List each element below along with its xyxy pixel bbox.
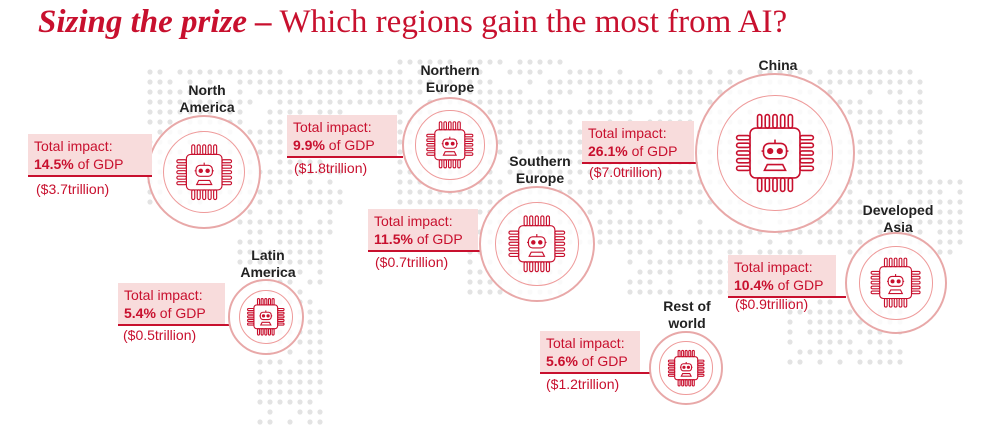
impact-pct: 5.6% bbox=[546, 353, 578, 369]
title-rest: Which regions gain the most from AI? bbox=[271, 4, 788, 40]
title-bold: Sizing the prize – bbox=[38, 4, 272, 40]
impact-pct: 5.4% bbox=[124, 305, 156, 321]
impact-value: 14.5% of GDP bbox=[34, 155, 144, 173]
southern-europe-impact-box: Total impact: 11.5% of GDP bbox=[368, 209, 478, 252]
southern-europe-bubble bbox=[479, 186, 595, 302]
latin-america-impact-box: Total impact: 5.4% of GDP bbox=[118, 283, 225, 326]
rest-of-world-name: Rest of world bbox=[663, 298, 711, 331]
north-america-name: North America bbox=[179, 82, 235, 115]
impact-value: 9.9% of GDP bbox=[293, 136, 389, 154]
impact-pct: 26.1% bbox=[588, 143, 628, 159]
latin-america-trillion: ($0.5trillion) bbox=[123, 327, 197, 343]
impact-pct: 9.9% bbox=[293, 137, 325, 153]
impact-value: 26.1% of GDP bbox=[588, 142, 686, 160]
page-title: Sizing the prize – Which regions gain th… bbox=[38, 4, 787, 41]
north-america-bubble bbox=[147, 115, 261, 229]
rest-of-world-trillion: ($1.2trillion) bbox=[546, 376, 620, 392]
developed-asia-name: Developed Asia bbox=[862, 202, 934, 235]
developed-asia-inner-ring bbox=[859, 246, 933, 320]
impact-pct: 14.5% bbox=[34, 156, 74, 172]
northern-europe-name: Northern Europe bbox=[420, 62, 480, 95]
china-inner-ring bbox=[717, 95, 833, 211]
impact-value: 10.4% of GDP bbox=[734, 276, 828, 294]
impact-value: 5.4% of GDP bbox=[124, 304, 217, 322]
impact-of-gdp: of GDP bbox=[773, 277, 824, 293]
impact-label: Total impact: bbox=[34, 138, 113, 154]
developed-asia-trillion: ($0.9trillion) bbox=[735, 296, 809, 312]
china-name: China bbox=[758, 57, 798, 73]
north-america-impact-box: Total impact: 14.5% of GDP bbox=[28, 134, 152, 177]
latin-america-name: Latin America bbox=[240, 247, 296, 280]
north-america-inner-ring bbox=[162, 130, 246, 214]
china-bubble bbox=[695, 73, 855, 233]
impact-label: Total impact: bbox=[293, 119, 372, 135]
southern-europe-trillion: ($0.7trillion) bbox=[375, 254, 449, 270]
rest-of-world-impact-box: Total impact: 5.6% of GDP bbox=[540, 331, 640, 374]
impact-of-gdp: of GDP bbox=[155, 305, 206, 321]
latin-america-inner-ring bbox=[238, 289, 294, 345]
southern-europe-name: Southern Europe bbox=[509, 153, 571, 186]
impact-label: Total impact: bbox=[374, 213, 453, 229]
impact-label: Total impact: bbox=[734, 259, 813, 275]
china-trillion: ($7.0trillion) bbox=[589, 164, 663, 180]
developed-asia-bubble bbox=[845, 232, 947, 334]
china-impact-box: Total impact: 26.1% of GDP bbox=[582, 121, 694, 164]
north-america-trillion: ($3.7trillion) bbox=[36, 181, 110, 197]
developed-asia-impact-box: Total impact: 10.4% of GDP bbox=[728, 255, 836, 298]
impact-of-gdp: of GDP bbox=[627, 143, 678, 159]
northern-europe-impact-box: Total impact: 9.9% of GDP bbox=[287, 115, 397, 158]
impact-label: Total impact: bbox=[124, 287, 203, 303]
impact-label: Total impact: bbox=[546, 335, 625, 351]
impact-of-gdp: of GDP bbox=[577, 353, 628, 369]
rest-of-world-inner-ring bbox=[659, 341, 713, 395]
impact-pct: 11.5% bbox=[374, 231, 413, 247]
impact-of-gdp: of GDP bbox=[324, 137, 375, 153]
northern-europe-trillion: ($1.8trillion) bbox=[294, 160, 368, 176]
southern-europe-inner-ring bbox=[495, 202, 579, 286]
impact-value: 5.6% of GDP bbox=[546, 352, 632, 370]
impact-label: Total impact: bbox=[588, 125, 667, 141]
rest-of-world-bubble bbox=[649, 331, 723, 405]
northern-europe-bubble bbox=[402, 97, 498, 193]
impact-of-gdp: of GDP bbox=[73, 156, 124, 172]
impact-value: 11.5% of GDP bbox=[374, 230, 470, 248]
impact-of-gdp: of GDP bbox=[412, 231, 463, 247]
impact-pct: 10.4% bbox=[734, 277, 774, 293]
latin-america-bubble bbox=[228, 279, 304, 355]
northern-europe-inner-ring bbox=[415, 110, 485, 180]
